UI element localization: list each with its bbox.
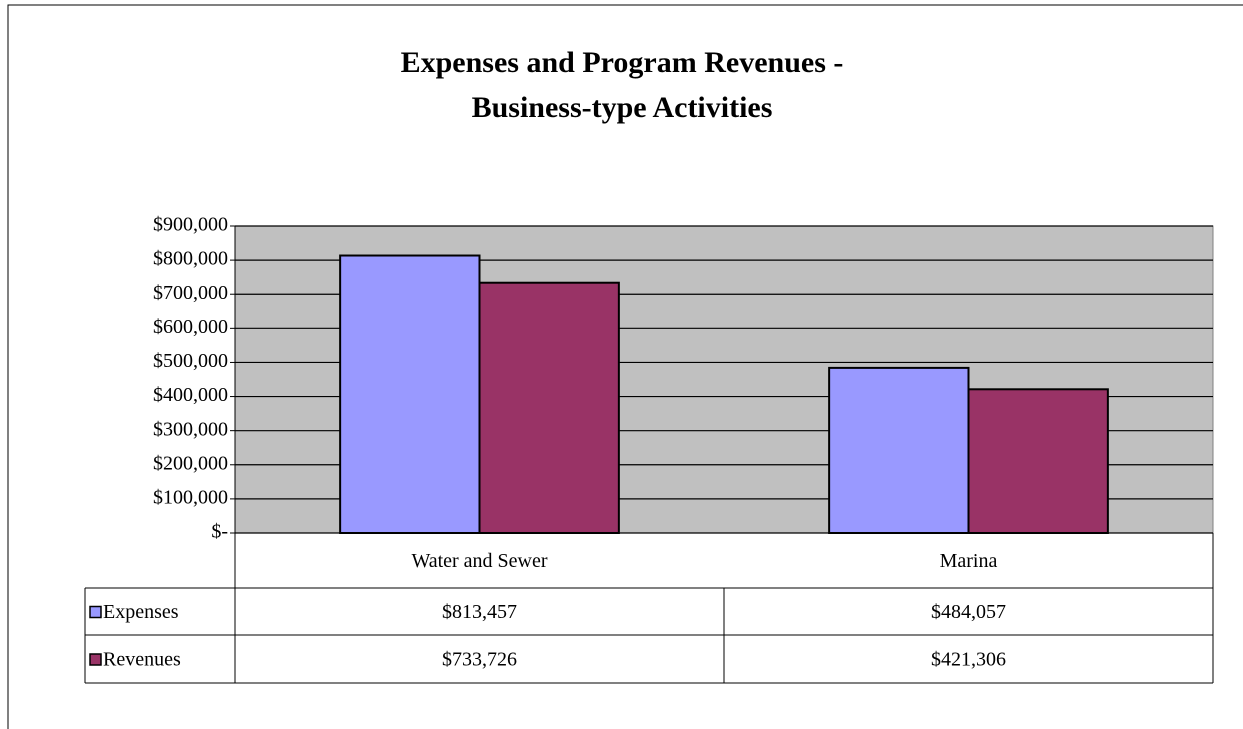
y-tick-label: $800,000 bbox=[153, 248, 228, 270]
chart-title: Business-type Activities bbox=[472, 91, 773, 124]
data-table-value: $733,726 bbox=[442, 649, 517, 671]
y-tick-label: $400,000 bbox=[153, 384, 228, 406]
y-tick-label: $100,000 bbox=[153, 486, 228, 508]
bar bbox=[967, 388, 1109, 534]
data-table-value: $484,057 bbox=[931, 601, 1006, 623]
y-tick-label: $600,000 bbox=[153, 316, 228, 338]
y-tick-label: $700,000 bbox=[153, 282, 228, 304]
data-table-value: $421,306 bbox=[931, 649, 1006, 671]
chart-border bbox=[7, 4, 1243, 729]
data-table-value: $813,457 bbox=[442, 601, 517, 623]
y-tick-label: $900,000 bbox=[153, 214, 228, 236]
x-tick-label: Water and Sewer bbox=[411, 550, 547, 572]
legend-key bbox=[89, 605, 102, 619]
y-tick-label: $500,000 bbox=[153, 350, 228, 372]
y-tick-label: $300,000 bbox=[153, 418, 228, 440]
y-tick-label: $200,000 bbox=[153, 452, 228, 474]
legend-label: Revenues bbox=[103, 649, 181, 671]
x-tick-label: Marina bbox=[940, 550, 998, 572]
legend-key bbox=[89, 653, 102, 666]
chart-title: Expenses and Program Revenues - bbox=[401, 46, 844, 79]
legend-label: Expenses bbox=[103, 601, 179, 623]
bar bbox=[478, 281, 620, 534]
y-tick-label: $- bbox=[211, 521, 228, 543]
bar bbox=[828, 366, 970, 534]
bar bbox=[339, 254, 481, 534]
